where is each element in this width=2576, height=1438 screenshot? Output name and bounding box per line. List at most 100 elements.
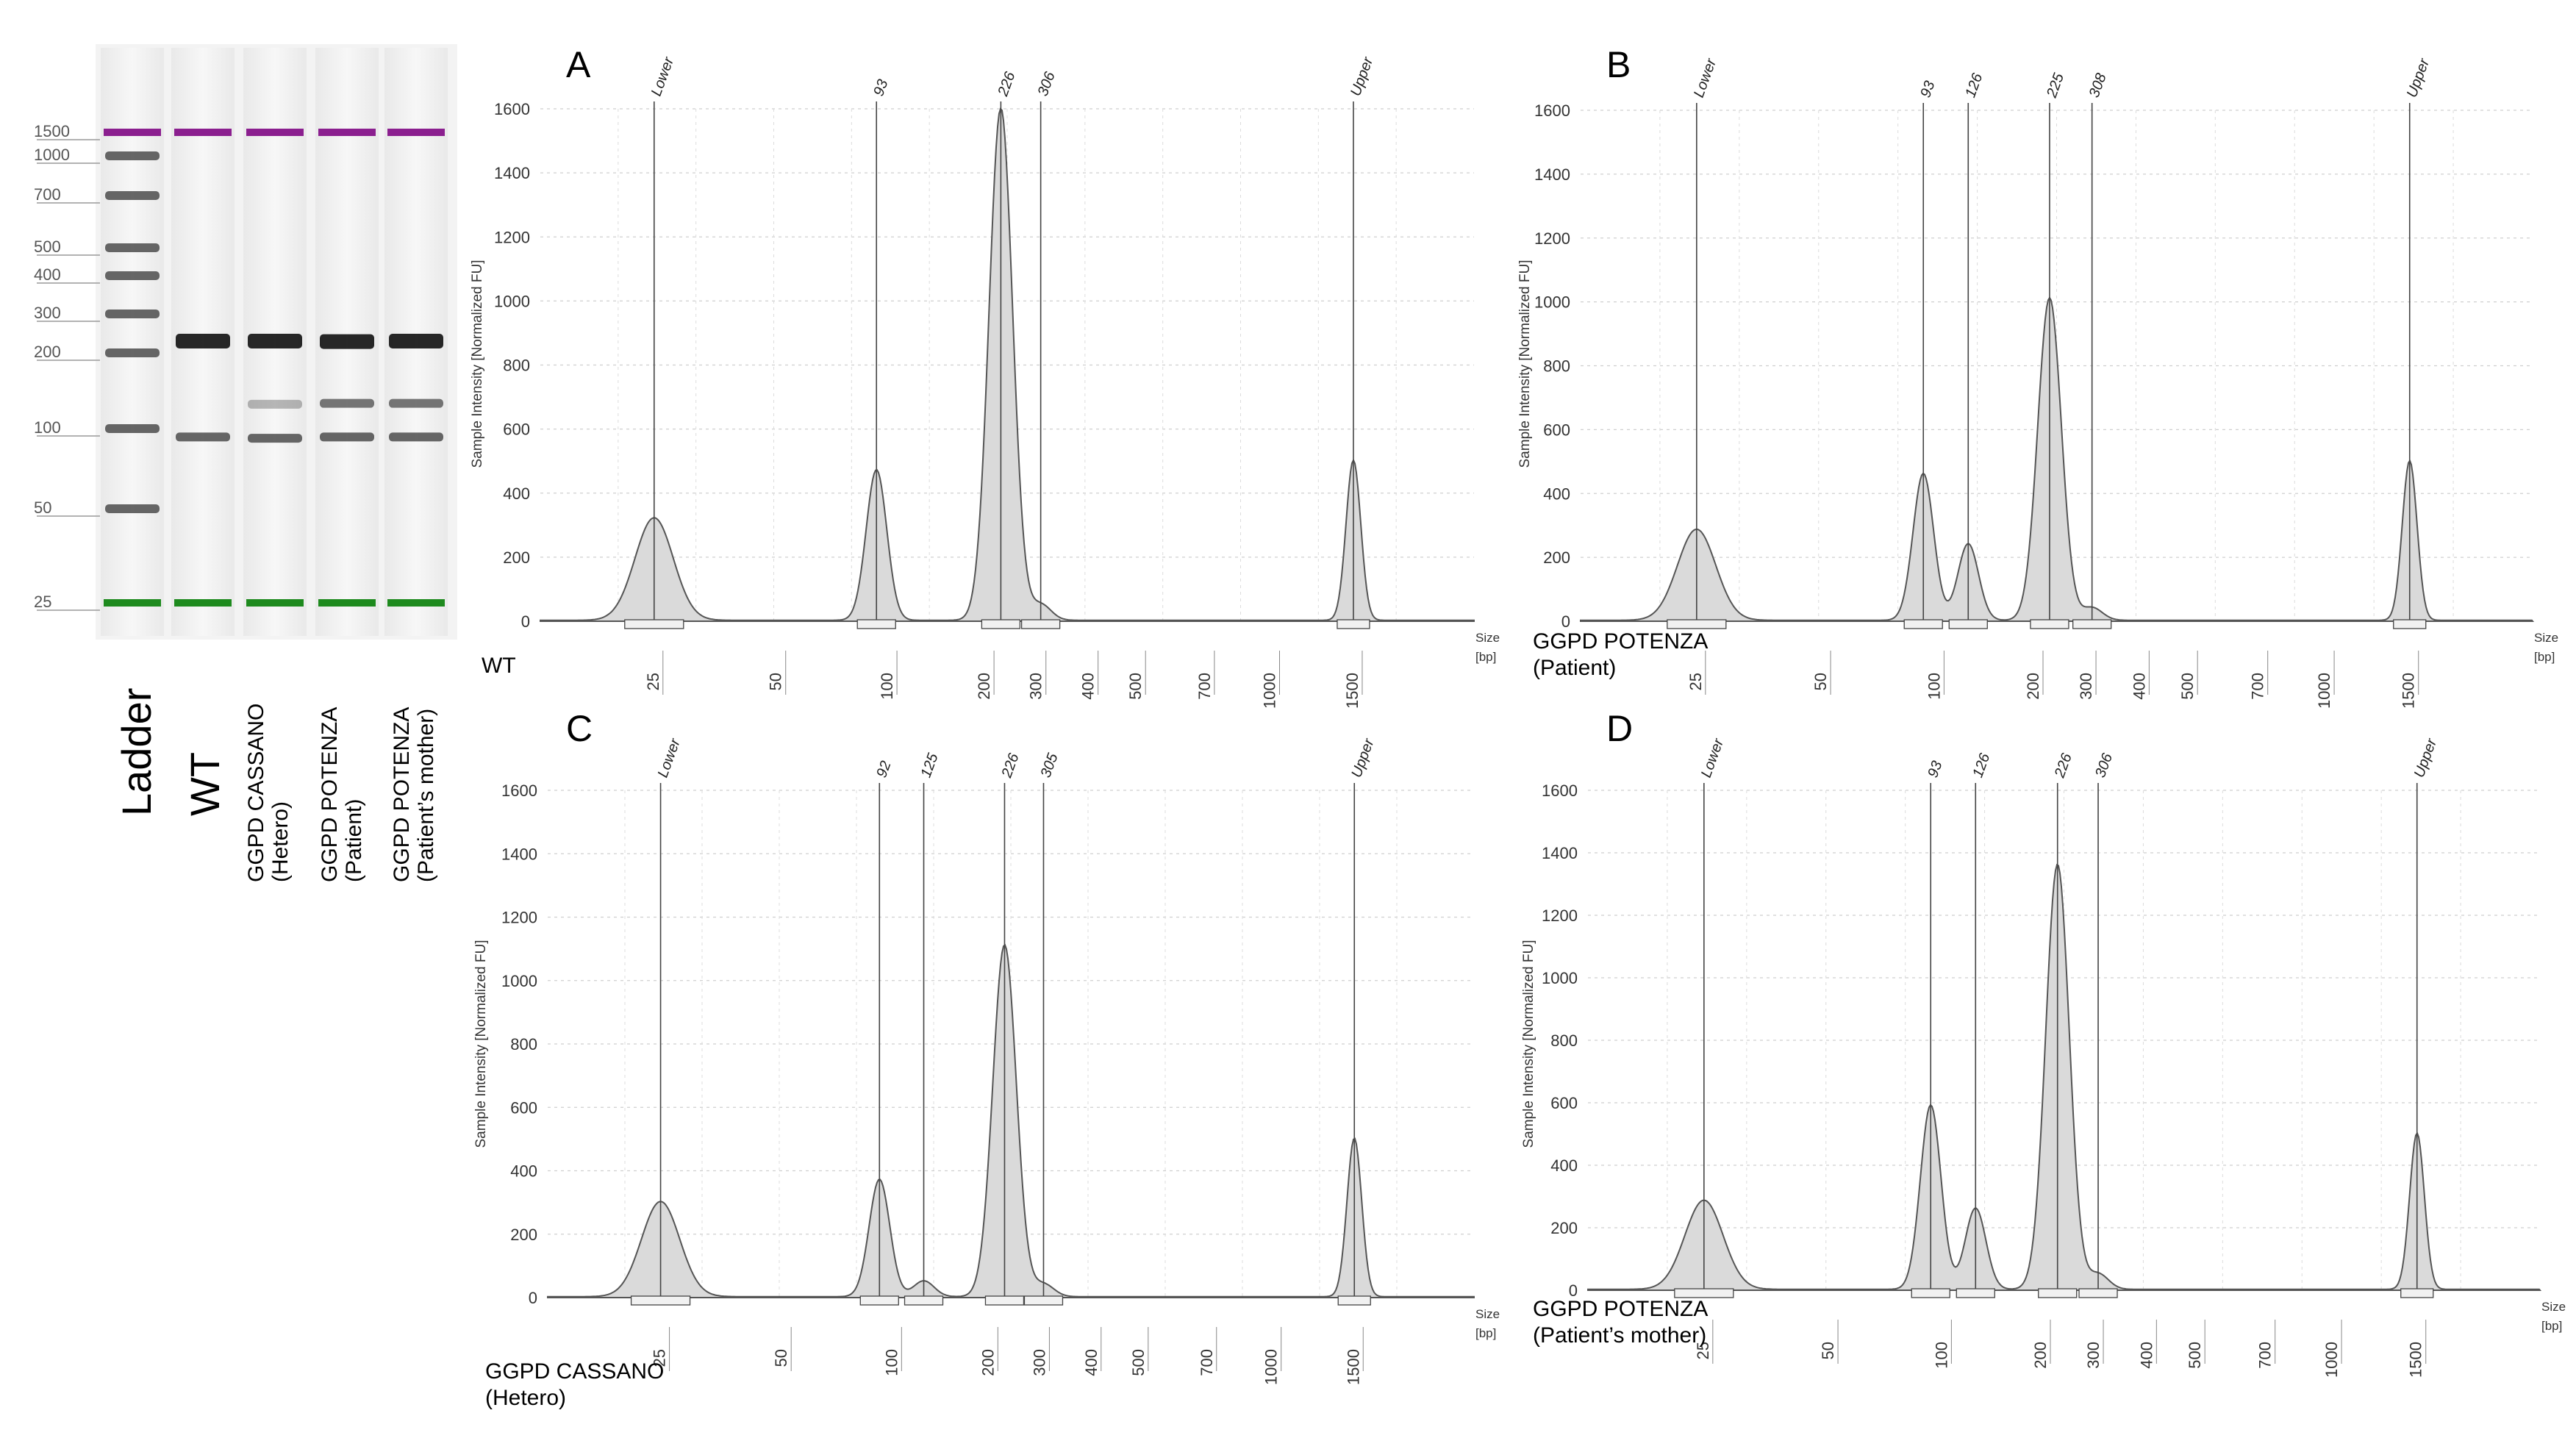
gel-band [248, 434, 302, 443]
peak-integration-box [1948, 619, 1988, 629]
lane-label: Ladder [113, 688, 160, 816]
ladder-size-label: 400 [34, 265, 61, 284]
y-tick-label: 200 [1543, 548, 1570, 567]
peak-label: 92 [873, 759, 894, 779]
x-tick-label: 200 [2024, 673, 2042, 700]
chart-panel-D: D 0 200 400 600 800 1000 1200 1400 1600 Sample Int… [1521, 708, 2566, 1378]
peak-integration-box [2078, 1288, 2118, 1298]
panel-letter: B [1606, 44, 1631, 85]
ladder-size-label: 1500 [34, 122, 70, 140]
peak-integration-box [1674, 1288, 1734, 1298]
x-tick-label: 300 [2077, 673, 2095, 700]
y-tick-label: 200 [503, 548, 530, 567]
upper-marker-band [104, 129, 161, 136]
x-tick-label: 1500 [1343, 673, 1362, 709]
x-tick-label: 1500 [2407, 1342, 2425, 1378]
sample-label: (Patient) [1533, 656, 1616, 680]
y-tick-label: 1200 [1542, 906, 1578, 925]
peak-integration-box [2030, 619, 2069, 629]
sample-label: (Hetero) [485, 1386, 566, 1410]
peak-label: Upper [2404, 56, 2433, 100]
lane-label: GGPD POTENZA [318, 707, 342, 882]
gel-band [389, 334, 443, 349]
peak-label: Upper [2411, 736, 2441, 780]
x-tick-label: 1000 [2322, 1342, 2341, 1378]
y-axis-label: Sample Intensity [Normalized FU] [473, 940, 489, 1148]
ladder-size-label: 50 [34, 498, 51, 517]
lower-marker-band [318, 599, 376, 607]
peak-integration-box [2038, 1288, 2078, 1298]
lane-label: GGPD CASSANO [244, 704, 268, 882]
peak-integration-box [1911, 1288, 1950, 1298]
ladder-size-label: 700 [34, 185, 61, 204]
x-tick-label: 1000 [1261, 673, 1279, 709]
peak-label: 226 [995, 69, 1019, 99]
y-tick-label: 200 [510, 1226, 537, 1244]
y-tick-label: 1000 [1542, 969, 1578, 987]
peak-integration-box [981, 619, 1021, 629]
x-tick-label: 50 [1819, 1342, 1837, 1359]
y-tick-label: 800 [1543, 357, 1570, 376]
x-tick-label: 400 [2137, 1342, 2155, 1369]
x-tick-label: 50 [1811, 673, 1830, 690]
x-tick-label: 1500 [1344, 1349, 1362, 1385]
y-tick-label: 600 [1543, 421, 1570, 439]
x-tick-label: 200 [2031, 1342, 2050, 1369]
peak-label: 306 [2092, 751, 2116, 780]
panel-letter: D [1606, 708, 1633, 749]
x-tick-label: 100 [1925, 673, 1943, 700]
x-axis-label-unit: [bp] [2541, 1319, 2562, 1333]
x-tick-label: 50 [767, 673, 785, 690]
chart-panel-B: B 0 200 400 600 800 1000 1200 1400 1600 Sample Int… [1517, 44, 2558, 709]
sample-label: GGPD POTENZA [1533, 1297, 1708, 1321]
x-tick-label: 500 [1129, 1349, 1148, 1376]
peak-label: 93 [1925, 759, 1945, 779]
gel-band [176, 432, 230, 442]
gel-band [105, 348, 160, 357]
ladder-size-label: 25 [34, 593, 51, 611]
x-tick-label: 1000 [1262, 1349, 1281, 1385]
x-axis-label-unit: [bp] [1475, 1326, 1496, 1340]
x-tick-label: 200 [978, 1349, 997, 1376]
peak-integration-box [1903, 619, 1943, 629]
y-tick-label: 1400 [494, 164, 530, 182]
peak-label: Lower [655, 736, 684, 780]
peak-integration-box [2393, 619, 2427, 629]
x-tick-label: 700 [1198, 1349, 1216, 1376]
y-tick-label: 1000 [1534, 293, 1570, 312]
y-tick-label: 1000 [494, 292, 530, 310]
y-tick-label: 400 [1550, 1156, 1578, 1175]
peak-integration-box [859, 1295, 899, 1306]
ladder-size-label: 1000 [34, 146, 70, 164]
x-tick-label: 500 [2186, 1342, 2204, 1369]
peak-label: Upper [1348, 736, 1378, 780]
x-tick-label: 200 [975, 673, 993, 700]
x-tick-label: 100 [1932, 1342, 1950, 1369]
peak-label: 226 [2051, 751, 2075, 781]
peak-label: 306 [1035, 69, 1059, 99]
gel-band [105, 243, 160, 252]
gel-lane [101, 48, 164, 636]
lane-label: (Hetero) [268, 801, 293, 882]
x-tick-label: 700 [1195, 673, 1214, 700]
y-tick-label: 400 [510, 1162, 537, 1181]
y-tick-label: 1600 [1542, 781, 1578, 800]
lane-label: (Patient) [342, 799, 366, 882]
peak-integration-box [856, 619, 896, 629]
panel-letter: C [566, 708, 593, 749]
y-tick-label: 1400 [1542, 844, 1578, 862]
chart-panel-A: A 0 200 400 600 800 1000 1200 1400 1600 Sample Int… [470, 44, 1500, 709]
gel-band [320, 398, 374, 408]
panel-letter: A [566, 44, 591, 85]
peak-label: Lower [648, 54, 678, 99]
y-tick-label: 800 [1550, 1031, 1578, 1050]
gel-band [248, 399, 302, 409]
x-axis-label-size: Size [1475, 1307, 1500, 1321]
ladder-size-label: 500 [34, 237, 61, 256]
peak-label: 308 [2086, 71, 2110, 100]
gel-band [389, 432, 443, 442]
y-tick-label: 0 [1561, 612, 1570, 631]
upper-marker-band [174, 129, 232, 136]
